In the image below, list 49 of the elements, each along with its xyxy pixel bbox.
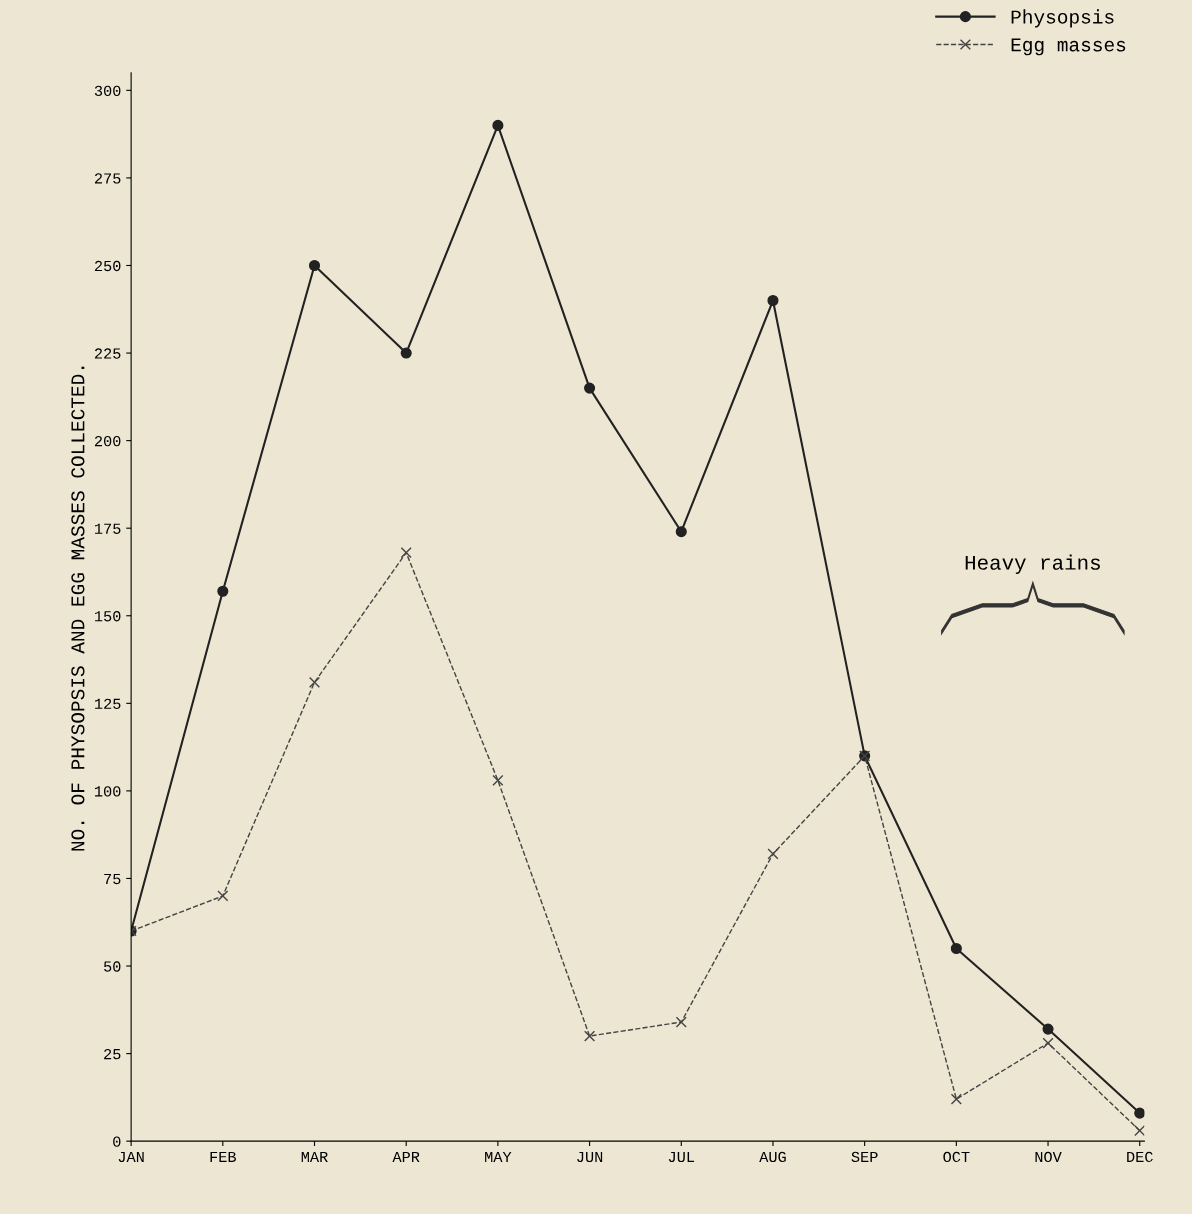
y-tick-label: 175 bbox=[95, 523, 121, 534]
point bbox=[1042, 1037, 1054, 1049]
point bbox=[400, 347, 412, 359]
y-tick-label: 300 bbox=[94, 85, 121, 97]
point bbox=[308, 259, 321, 272]
x-tick-label: DEC bbox=[1127, 1151, 1153, 1163]
y-tick-label: 275 bbox=[94, 173, 121, 184]
y-tick-label: 150 bbox=[95, 611, 121, 622]
legend-label: Egg masses bbox=[1011, 38, 1126, 56]
y-axis-title: NO. OF PHYSOPSIS AND EGG MASSES COLLECTED. bbox=[71, 366, 85, 851]
point bbox=[950, 942, 962, 955]
point bbox=[1042, 1023, 1054, 1035]
y-tick-label: 0 bbox=[113, 1136, 121, 1147]
y-tick-label: 25 bbox=[104, 1048, 121, 1060]
point bbox=[492, 119, 504, 131]
x-tick-label: SEP bbox=[851, 1151, 878, 1163]
point bbox=[1134, 1125, 1145, 1137]
point bbox=[1134, 1107, 1145, 1119]
point bbox=[217, 585, 229, 597]
y-tick-label: 75 bbox=[104, 873, 121, 885]
point bbox=[950, 1093, 962, 1105]
annotation: Heavy rains bbox=[965, 554, 1100, 574]
x-tick-label: OCT bbox=[943, 1151, 970, 1163]
x-tick-label: JUL bbox=[668, 1151, 695, 1163]
y-tick-label: 100 bbox=[95, 786, 121, 797]
point bbox=[308, 676, 321, 688]
x-tick-label: NOV bbox=[1035, 1151, 1062, 1163]
y-tick-label: 200 bbox=[94, 435, 121, 447]
y-tick-label: 125 bbox=[95, 698, 121, 710]
x-tick-label: APR bbox=[392, 1151, 420, 1162]
y-tick-label: 50 bbox=[104, 961, 121, 972]
y-tick-label: 250 bbox=[94, 260, 121, 272]
point bbox=[492, 774, 504, 786]
point bbox=[675, 526, 687, 538]
x-tick-label: MAY bbox=[485, 1151, 512, 1162]
y-tick-label: 225 bbox=[94, 348, 121, 359]
point bbox=[767, 848, 779, 860]
point bbox=[675, 1016, 687, 1028]
x-tick-label: MAR bbox=[301, 1151, 328, 1162]
x-tick-label: AUG bbox=[759, 1151, 786, 1163]
x-tick-label: JUN bbox=[577, 1151, 603, 1163]
x-tick-label: FEB bbox=[210, 1151, 236, 1162]
legend-label: Physopsis bbox=[1011, 9, 1114, 28]
point bbox=[584, 1030, 596, 1042]
point bbox=[584, 382, 596, 394]
point bbox=[217, 890, 229, 902]
x-tick-label: JAN bbox=[118, 1151, 144, 1163]
point bbox=[767, 294, 779, 307]
point bbox=[400, 547, 412, 559]
